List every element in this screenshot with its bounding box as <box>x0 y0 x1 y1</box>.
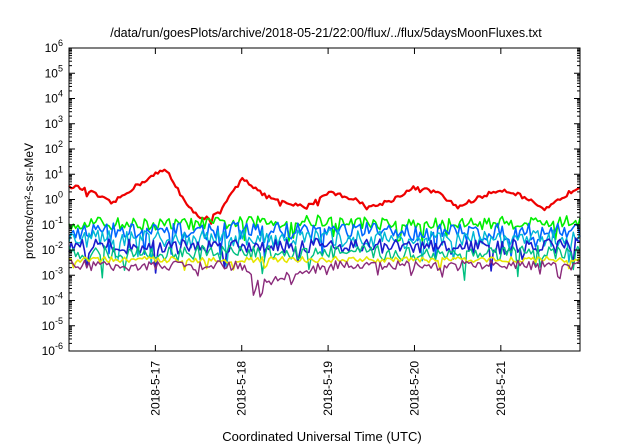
series-layer <box>68 168 581 298</box>
y-tick-label: 105 <box>45 63 63 80</box>
series-line-7 <box>68 259 581 298</box>
series-line-2 <box>68 221 581 259</box>
x-tick-label: 2018-5-20 <box>407 361 421 416</box>
plot-frame <box>68 47 581 352</box>
series-line-0 <box>68 168 581 225</box>
series-line-6 <box>68 255 581 272</box>
y-tick-label: 104 <box>45 89 63 106</box>
y-tick-label: 103 <box>45 114 63 131</box>
x-axis-ticks: 2018-5-17 2018-5-18 2018-5-19 2018-5-20 2018… <box>148 48 508 416</box>
y-tick-label: 10-5 <box>42 316 63 333</box>
y-tick-label: 100 <box>45 190 63 207</box>
y-tick-label: 10-4 <box>42 291 63 308</box>
y-axis-label: protons/cm²-s-sr-MeV <box>22 143 36 259</box>
x-tick-label: 2018-5-19 <box>321 361 335 416</box>
y-tick-label: 10-6 <box>42 341 63 358</box>
x-tick-label: 2018-5-18 <box>235 361 249 416</box>
chart-title: /data/run/goesPlots/archive/2018-05-21/2… <box>110 26 542 40</box>
x-axis-label: Coordinated Universal Time (UTC) <box>222 429 421 444</box>
y-axis-ticks: 10-6 10-5 10-4 10-3 10-2 10-1 100 101 102 103 104 1… <box>42 38 580 358</box>
y-tick-label: 102 <box>45 139 63 156</box>
y-tick-label: 10-2 <box>42 240 63 257</box>
y-tick-label: 101 <box>45 164 63 181</box>
y-axis-label-group: protons/cm²-s-sr-MeV <box>22 143 36 259</box>
x-tick-label: 2018-5-21 <box>494 361 508 416</box>
series-line-3 <box>68 228 581 269</box>
y-tick-label: 106 <box>45 38 63 55</box>
x-tick-label: 2018-5-17 <box>148 361 162 416</box>
y-tick-label: 10-1 <box>42 215 63 232</box>
y-tick-label: 10-3 <box>42 265 63 282</box>
